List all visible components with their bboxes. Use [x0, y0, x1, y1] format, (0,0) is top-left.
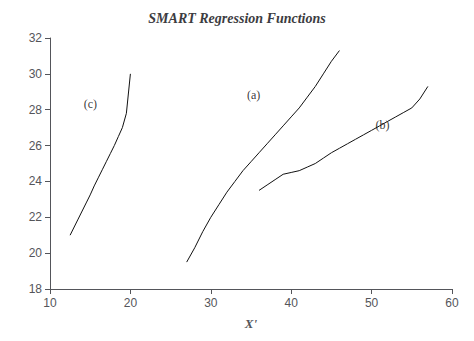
svg-text:(c): (c) [84, 97, 97, 111]
svg-text:26: 26 [29, 139, 43, 153]
svg-text:(a): (a) [247, 88, 260, 102]
svg-text:30: 30 [29, 67, 43, 81]
svg-text:60: 60 [445, 296, 459, 310]
svg-text:50: 50 [365, 296, 379, 310]
svg-text:20: 20 [29, 246, 43, 260]
svg-text:X': X' [244, 316, 258, 331]
svg-text:(b): (b) [376, 118, 390, 132]
svg-text:24: 24 [29, 174, 43, 188]
svg-text:28: 28 [29, 103, 43, 117]
svg-text:32: 32 [29, 31, 43, 45]
svg-text:10: 10 [43, 296, 57, 310]
svg-text:20: 20 [124, 296, 138, 310]
svg-text:SMART Regression Functions: SMART Regression Functions [148, 11, 326, 26]
svg-text:40: 40 [285, 296, 299, 310]
svg-text:22: 22 [29, 210, 43, 224]
svg-text:18: 18 [29, 282, 43, 296]
svg-text:30: 30 [204, 296, 218, 310]
